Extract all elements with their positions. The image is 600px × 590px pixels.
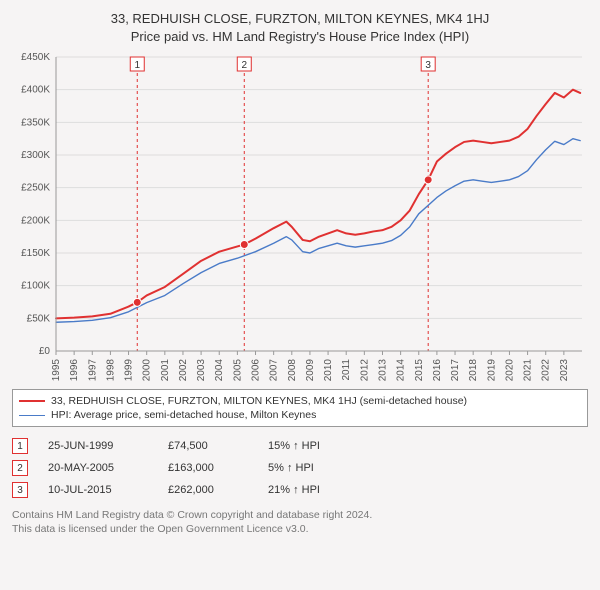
svg-text:2003: 2003 bbox=[196, 359, 207, 381]
legend-item: 33, REDHUISH CLOSE, FURZTON, MILTON KEYN… bbox=[19, 394, 581, 408]
event-table: 1 25-JUN-1999 £74,500 15% ↑ HPI 2 20-MAY-2005… bbox=[12, 435, 588, 501]
legend-label: 33, REDHUISH CLOSE, FURZTON, MILTON KEYN… bbox=[51, 395, 467, 407]
chart-title: 33, REDHUISH CLOSE, FURZTON, MILTON KEYN… bbox=[12, 10, 588, 45]
event-marker: 3 bbox=[12, 482, 28, 498]
svg-text:£350K: £350K bbox=[21, 117, 50, 128]
svg-text:2022: 2022 bbox=[541, 359, 552, 381]
svg-text:£400K: £400K bbox=[21, 85, 50, 96]
svg-text:2004: 2004 bbox=[214, 359, 225, 381]
svg-text:£450K: £450K bbox=[21, 52, 50, 63]
event-row: 1 25-JUN-1999 £74,500 15% ↑ HPI bbox=[12, 435, 588, 457]
svg-text:2007: 2007 bbox=[269, 359, 280, 381]
svg-text:1997: 1997 bbox=[87, 359, 98, 381]
svg-text:2001: 2001 bbox=[160, 359, 171, 381]
svg-text:2: 2 bbox=[241, 60, 247, 71]
svg-text:1995: 1995 bbox=[51, 359, 62, 381]
svg-text:2018: 2018 bbox=[468, 359, 479, 381]
event-hpi: 5% ↑ HPI bbox=[268, 462, 314, 474]
svg-text:£250K: £250K bbox=[21, 183, 50, 194]
svg-text:2011: 2011 bbox=[341, 359, 352, 381]
legend-item: HPI: Average price, semi-detached house,… bbox=[19, 408, 581, 422]
svg-text:2023: 2023 bbox=[559, 359, 570, 381]
event-marker: 2 bbox=[12, 460, 28, 476]
event-price: £262,000 bbox=[168, 484, 248, 496]
svg-text:2010: 2010 bbox=[323, 359, 334, 381]
attribution: Contains HM Land Registry data © Crown c… bbox=[12, 509, 588, 536]
svg-text:2006: 2006 bbox=[251, 359, 262, 381]
event-hpi: 21% ↑ HPI bbox=[268, 484, 320, 496]
svg-text:2005: 2005 bbox=[232, 359, 243, 381]
event-marker: 1 bbox=[12, 438, 28, 454]
legend: 33, REDHUISH CLOSE, FURZTON, MILTON KEYN… bbox=[12, 389, 588, 427]
svg-text:2000: 2000 bbox=[142, 359, 153, 381]
svg-text:1: 1 bbox=[134, 60, 140, 71]
svg-text:£50K: £50K bbox=[27, 313, 51, 324]
event-price: £163,000 bbox=[168, 462, 248, 474]
event-price: £74,500 bbox=[168, 440, 248, 452]
svg-text:2019: 2019 bbox=[486, 359, 497, 381]
svg-text:2002: 2002 bbox=[178, 359, 189, 381]
svg-text:3: 3 bbox=[425, 60, 431, 71]
svg-text:£150K: £150K bbox=[21, 248, 50, 259]
svg-text:2020: 2020 bbox=[504, 359, 515, 381]
chart-area: £0 £50K £100K £150K £200K £250K £300K £350K £400… bbox=[12, 51, 588, 381]
svg-text:2015: 2015 bbox=[414, 359, 425, 381]
event-hpi: 15% ↑ HPI bbox=[268, 440, 320, 452]
svg-text:2009: 2009 bbox=[305, 359, 316, 381]
svg-text:£0: £0 bbox=[39, 346, 51, 357]
line-chart: £0 £50K £100K £150K £200K £250K £300K £350K £400… bbox=[12, 51, 588, 381]
legend-swatch bbox=[19, 400, 45, 402]
svg-text:2017: 2017 bbox=[450, 359, 461, 381]
svg-text:1996: 1996 bbox=[69, 359, 80, 381]
svg-text:£200K: £200K bbox=[21, 215, 50, 226]
svg-text:£100K: £100K bbox=[21, 281, 50, 292]
svg-text:2013: 2013 bbox=[377, 359, 388, 381]
event-row: 2 20-MAY-2005 £163,000 5% ↑ HPI bbox=[12, 457, 588, 479]
title-line2: Price paid vs. HM Land Registry's House … bbox=[12, 28, 588, 46]
event-row: 3 10-JUL-2015 £262,000 21% ↑ HPI bbox=[12, 479, 588, 501]
legend-swatch bbox=[19, 415, 45, 416]
svg-text:2008: 2008 bbox=[287, 359, 298, 381]
attribution-line1: Contains HM Land Registry data © Crown c… bbox=[12, 509, 588, 523]
svg-text:1999: 1999 bbox=[124, 359, 135, 381]
svg-text:2014: 2014 bbox=[396, 359, 407, 381]
event-date: 20-MAY-2005 bbox=[48, 462, 148, 474]
legend-label: HPI: Average price, semi-detached house,… bbox=[51, 409, 316, 421]
attribution-line2: This data is licensed under the Open Gov… bbox=[12, 523, 588, 537]
title-line1: 33, REDHUISH CLOSE, FURZTON, MILTON KEYN… bbox=[12, 10, 588, 28]
event-date: 10-JUL-2015 bbox=[48, 484, 148, 496]
svg-text:£300K: £300K bbox=[21, 150, 50, 161]
svg-text:2016: 2016 bbox=[432, 359, 443, 381]
svg-text:2012: 2012 bbox=[359, 359, 370, 381]
svg-text:2021: 2021 bbox=[523, 359, 534, 381]
event-date: 25-JUN-1999 bbox=[48, 440, 148, 452]
svg-text:1998: 1998 bbox=[105, 359, 116, 381]
